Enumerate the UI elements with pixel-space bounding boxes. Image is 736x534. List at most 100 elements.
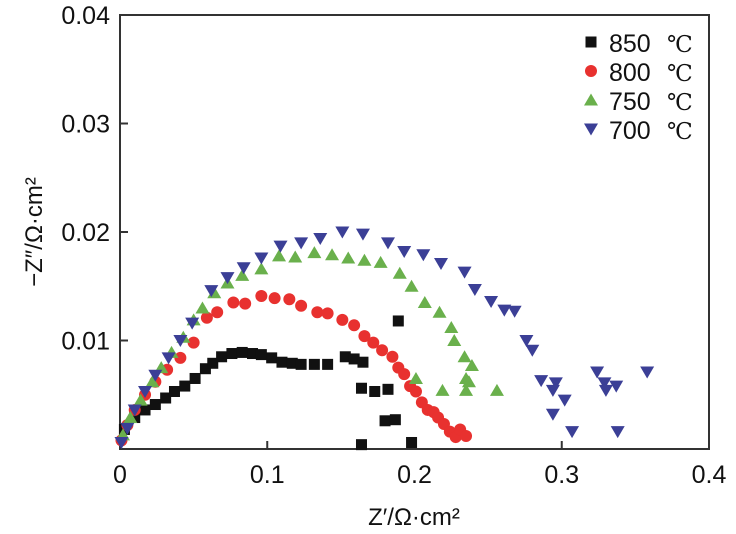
data-point-700 (484, 295, 499, 308)
legend-marker-750 (584, 93, 598, 106)
data-point-850 (189, 372, 201, 384)
legend-unit: ℃ (667, 90, 693, 116)
data-point-700 (497, 304, 512, 317)
data-point-800 (311, 306, 324, 319)
data-point-850 (382, 383, 394, 395)
data-point-750 (408, 371, 423, 384)
data-point-850 (392, 315, 404, 327)
legend-label: 750 (609, 88, 651, 116)
x-tick-label: 0 (113, 461, 127, 489)
data-point-850 (355, 382, 367, 394)
data-point-850 (276, 356, 288, 368)
legend-label: 850 (609, 30, 651, 58)
data-point-800 (358, 330, 371, 343)
data-point-750 (133, 393, 148, 406)
data-point-800 (460, 429, 473, 442)
x-tick-label: 0.1 (250, 461, 285, 489)
y-axis-ticks: 0.01 0.02 0.03 0.04 (61, 2, 128, 356)
data-points (114, 226, 655, 451)
legend-marker-800 (585, 65, 597, 77)
data-point-750 (404, 279, 419, 292)
data-point-750 (392, 266, 407, 279)
data-point-750 (357, 253, 372, 266)
data-point-800 (174, 351, 187, 364)
data-point-800 (321, 307, 334, 320)
data-point-800 (200, 311, 213, 324)
data-point-700 (335, 226, 350, 239)
data-point-700 (127, 404, 142, 417)
data-point-850 (355, 439, 367, 451)
legend-unit: ℃ (667, 32, 693, 58)
data-point-850 (379, 415, 391, 427)
data-point-800 (367, 336, 380, 349)
data-point-850 (149, 399, 161, 411)
data-point-750 (417, 296, 432, 309)
data-point-750 (435, 383, 450, 396)
data-point-800 (295, 299, 308, 312)
data-point-700 (185, 317, 200, 330)
data-point-750 (254, 262, 269, 275)
data-point-700 (548, 377, 563, 390)
data-point-700 (610, 426, 625, 439)
data-point-800 (239, 297, 252, 310)
legend-unit: ℃ (667, 61, 693, 87)
data-point-750 (432, 305, 447, 318)
x-axis-title: Z′/Ω·cm² (368, 504, 460, 531)
data-point-850 (322, 358, 334, 370)
data-point-800 (409, 385, 422, 398)
y-tick-label: 0.01 (61, 328, 110, 356)
data-point-750 (195, 301, 210, 314)
legend-item-850: 850 ℃ (585, 30, 693, 58)
data-point-750 (373, 255, 388, 268)
data-point-700 (597, 377, 612, 390)
data-point-800 (255, 290, 268, 303)
data-point-750 (288, 250, 303, 263)
data-point-850 (308, 358, 320, 370)
data-point-800 (283, 293, 296, 306)
data-point-750 (489, 383, 504, 396)
data-point-800 (211, 306, 224, 319)
x-tick-label: 0.3 (544, 461, 579, 489)
data-point-750 (341, 251, 356, 264)
legend-marker-700 (584, 123, 598, 136)
data-point-800 (336, 313, 349, 326)
data-point-700 (519, 335, 534, 347)
data-point-850 (199, 363, 211, 375)
data-point-850 (207, 357, 219, 369)
data-point-700 (173, 335, 188, 347)
data-point-750 (145, 375, 160, 388)
data-point-850 (139, 404, 151, 416)
data-point-750 (461, 375, 476, 388)
data-point-700 (148, 369, 163, 382)
data-point-700 (273, 240, 288, 253)
data-point-700 (355, 228, 370, 241)
legend-unit: ℃ (667, 119, 693, 145)
data-point-700 (138, 385, 153, 398)
data-point-700 (254, 252, 269, 265)
data-point-850 (179, 380, 191, 392)
data-point-850 (389, 414, 401, 426)
data-point-700 (434, 257, 449, 270)
data-point-850 (226, 348, 238, 360)
data-point-700 (120, 422, 135, 435)
data-point-850 (348, 353, 360, 365)
data-point-750 (123, 411, 138, 424)
x-axis-ticks: 0 0.1 0.2 0.3 0.4 (113, 441, 726, 489)
data-point-700 (313, 233, 328, 246)
series-750 (115, 246, 504, 441)
data-point-750 (307, 246, 322, 259)
data-point-800 (227, 296, 240, 309)
y-axis-title: −Z″/Ω·cm² (21, 177, 48, 287)
legend: 850 ℃ 800 ℃ 750 ℃ 700 ℃ (584, 30, 693, 145)
data-point-850 (168, 385, 180, 397)
data-point-700 (236, 262, 251, 275)
data-point-700 (525, 344, 540, 357)
data-point-700 (534, 375, 549, 388)
data-point-750 (272, 249, 287, 262)
data-point-700 (220, 272, 235, 285)
legend-label: 800 (609, 59, 651, 87)
data-point-800 (187, 336, 200, 349)
data-point-850 (339, 351, 351, 363)
x-tick-label: 0.4 (692, 461, 727, 489)
